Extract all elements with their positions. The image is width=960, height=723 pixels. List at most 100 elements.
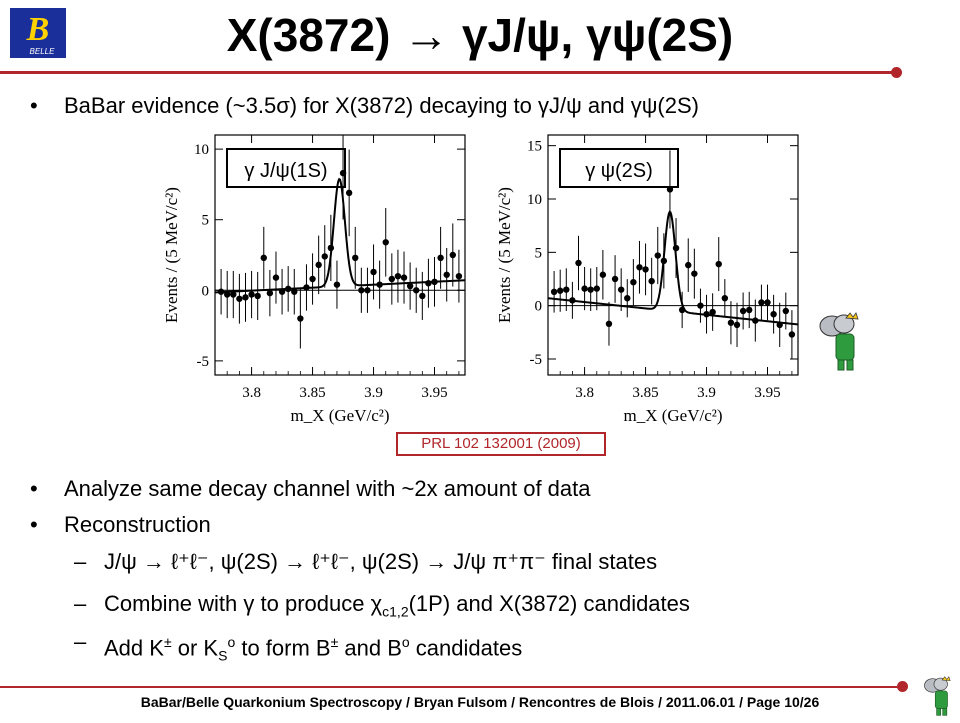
data-point	[697, 302, 704, 309]
x-tick-label: 3.9	[364, 385, 383, 401]
data-point	[752, 317, 759, 324]
y-tick-label: 5	[202, 213, 210, 229]
fit-curve	[214, 177, 466, 294]
bullet-text: Analyze same decay channel with ~2x amou…	[64, 476, 591, 501]
data-point	[709, 308, 716, 316]
data-point	[437, 254, 444, 262]
data-point	[297, 315, 304, 322]
x-tick-label: 3.9	[697, 385, 716, 401]
data-point	[327, 244, 335, 252]
data-point	[569, 297, 576, 304]
data-point	[648, 277, 655, 285]
bullet-mark: •	[30, 93, 38, 118]
data-point	[642, 266, 649, 273]
bullet-mark: •	[30, 512, 38, 537]
y-tick-label: -5	[197, 354, 210, 370]
bullet-text: Reconstruction	[64, 512, 211, 537]
data-point	[388, 275, 396, 283]
x-tick-label: 3.85	[632, 385, 658, 401]
data-point	[685, 261, 692, 269]
babar-mascot-icon	[816, 312, 864, 379]
y-tick-label: 10	[527, 192, 542, 208]
x-tick-label: 3.95	[421, 385, 447, 401]
y-tick-label: 0	[535, 299, 543, 315]
data-point	[593, 285, 600, 292]
text-part: or K	[171, 635, 219, 661]
data-point	[370, 268, 377, 276]
data-point	[739, 307, 747, 315]
data-point	[703, 311, 710, 318]
data-point	[309, 275, 316, 283]
data-point	[358, 287, 365, 294]
data-point	[272, 274, 280, 281]
chart-title: γ ψ(2S)	[585, 160, 653, 182]
y-tick-label: 10	[194, 142, 209, 158]
y-tick-label: 0	[202, 283, 210, 299]
data-point	[691, 270, 698, 277]
data-point	[352, 254, 359, 262]
data-point	[678, 306, 686, 314]
dash-mark: –	[74, 549, 87, 574]
data-point	[230, 291, 237, 298]
superscript: ±	[163, 634, 172, 650]
data-point	[266, 289, 274, 297]
data-point	[333, 281, 341, 288]
subscript: c1,2	[382, 603, 409, 620]
data-point	[624, 295, 631, 302]
x-tick-label: 3.8	[242, 385, 261, 401]
dash-mark: –	[74, 591, 87, 616]
data-point	[660, 257, 668, 265]
data-point	[733, 321, 741, 329]
page-title: X(3872) → γJ/ψ, γψ(2S)	[226, 9, 734, 61]
x-tick-label: 3.85	[299, 385, 325, 401]
data-point	[443, 271, 450, 278]
chart-title-box	[559, 148, 679, 188]
data-point	[315, 261, 322, 269]
data-point	[419, 292, 426, 300]
sub-bullet-text: Combine with γ to produce χc1,2(1P) and …	[104, 590, 690, 625]
plot-gamma-jpsi: 3.8 3.85 3.9 3.95 -5 0 5 10 m_X (GeV/c²) Events /…	[162, 134, 466, 425]
y-axis-label: Events / (5 MeV/c²)	[162, 187, 181, 323]
data-point	[587, 286, 594, 293]
data-point	[364, 287, 371, 294]
data-point	[291, 288, 298, 295]
footer-divider-dot	[897, 681, 908, 692]
data-point	[550, 288, 558, 295]
y-axis-label: Events / (5 MeV/c²)	[495, 187, 514, 323]
data-point	[321, 253, 328, 260]
logo-text: BELLE	[30, 47, 56, 56]
data-point	[788, 331, 796, 338]
fit-curve	[547, 210, 799, 326]
data-point	[611, 275, 619, 283]
data-point	[345, 189, 353, 197]
data-point	[776, 321, 783, 329]
data-point	[727, 319, 735, 326]
data-point	[382, 239, 389, 246]
sub-bullet-text: J/ψ → ℓ⁺ℓ⁻, ψ(2S) → ℓ⁺ℓ⁻, ψ(2S) → J/ψ π⁺…	[104, 549, 658, 574]
y-tick-label: -5	[530, 352, 543, 368]
x-axis-label: m_X (GeV/c²)	[290, 406, 389, 425]
y-tick-label: 15	[527, 139, 542, 155]
data-point	[666, 186, 674, 193]
data-point	[242, 294, 249, 301]
reference-citation: PRL 102 132001 (2009)	[396, 432, 606, 456]
data-point	[715, 260, 722, 268]
data-point	[581, 285, 588, 292]
y-tick-label: 5	[535, 245, 543, 261]
data-point	[746, 306, 753, 314]
text-part: Combine with γ to produce χ	[104, 591, 383, 616]
footer-text: BaBar/Belle Quarkonium Spectroscopy / Br…	[140, 694, 820, 710]
data-point	[425, 280, 432, 287]
x-tick-label: 3.8	[575, 385, 594, 401]
logo-letter: B	[26, 11, 50, 48]
text-part: and B	[338, 635, 402, 661]
bullet-text: BaBar evidence (~3.5σ) for X(3872) decay…	[64, 93, 699, 118]
data-point	[770, 311, 777, 318]
sub-bullet-text: Add K± or KSo to form B± and Bo candidat…	[104, 628, 522, 670]
belle-logo-icon: B BELLE	[8, 6, 68, 60]
superscript: o	[401, 634, 410, 650]
data-point	[764, 299, 771, 306]
data-point	[406, 282, 414, 290]
plot-gamma-psi2s: 3.8 3.85 3.9 3.95 -5 0 5 10 15 m_X (GeV/c²) Events…	[495, 134, 799, 425]
text-part: candidates	[409, 635, 523, 661]
